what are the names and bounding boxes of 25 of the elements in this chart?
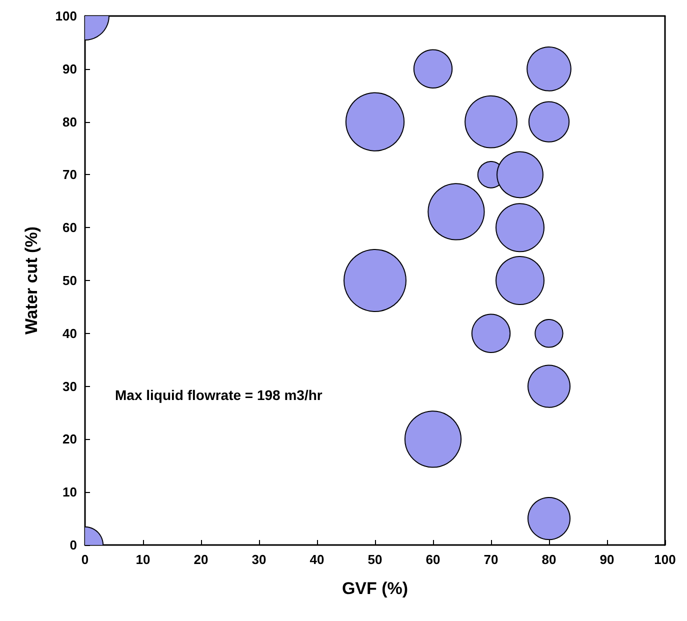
x-axis-title: GVF (%) <box>342 579 408 598</box>
y-tick-label: 20 <box>62 432 77 447</box>
annotation: Max liquid flowrate = 198 m3/hr <box>115 387 323 403</box>
y-tick-label: 30 <box>62 378 77 394</box>
y-tick-label: 40 <box>62 326 77 341</box>
x-tick-label: 60 <box>426 552 440 567</box>
y-tick-label: 10 <box>62 484 77 500</box>
y-tick-label: 70 <box>62 167 77 182</box>
x-tick-label: 30 <box>252 552 266 567</box>
y-axis-title: Water cut (%) <box>22 226 41 334</box>
y-tick-label: 100 <box>55 8 77 24</box>
x-tick-label: 40 <box>310 552 324 567</box>
y-tick-label: 90 <box>62 61 77 76</box>
x-tick-label: 80 <box>542 552 556 567</box>
x-tick-label: 70 <box>484 552 498 567</box>
y-tick-label: 50 <box>62 273 77 288</box>
x-tick-label: 90 <box>600 552 614 567</box>
x-tick-label: 50 <box>368 552 382 567</box>
x-tick-label: 10 <box>136 552 150 567</box>
y-tick-label: 80 <box>62 114 77 130</box>
y-tick-label: 60 <box>62 220 77 236</box>
x-tick-label: 100 <box>654 552 676 567</box>
x-tick-label: 20 <box>194 552 208 567</box>
x-tick-label: 0 <box>81 552 89 567</box>
y-tick-label: 0 <box>70 538 77 552</box>
